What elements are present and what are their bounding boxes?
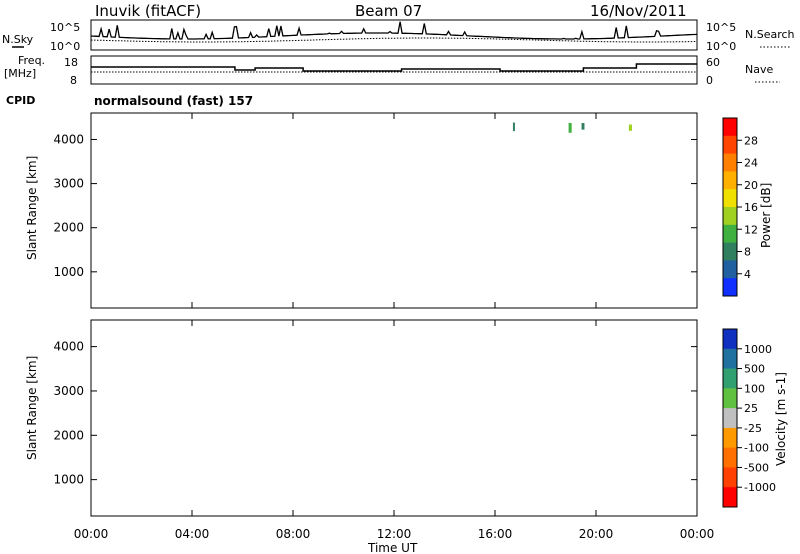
cpid-label: CPID bbox=[6, 94, 35, 107]
freq-tick-bottom: 8 bbox=[70, 74, 77, 87]
velocity-y-ticks: 1000 2000 3000 4000 bbox=[53, 340, 697, 487]
power-panel-frame bbox=[90, 112, 698, 309]
x-tick-label: 04:00 bbox=[175, 527, 210, 541]
velocity-colorbar-label: Velocity [m s-1] bbox=[774, 372, 788, 466]
x-tick-label: 12:00 bbox=[377, 527, 412, 541]
colorbar-cell bbox=[723, 348, 737, 370]
noise-tick-right-bottom: 10^0 bbox=[706, 40, 736, 53]
cpid-text: normalsound (fast) 157 bbox=[94, 94, 253, 108]
colorbar-cell bbox=[723, 260, 737, 279]
nsearch-label: N.Search bbox=[745, 28, 795, 41]
y-tick-label: 2000 bbox=[53, 221, 84, 235]
freq-trace bbox=[91, 63, 697, 72]
freq-tick-top: 18 bbox=[64, 56, 78, 69]
power-colorbar: 28 24 20 16 12 8 4 Power [dB] bbox=[722, 117, 773, 297]
nave-tick-top: 60 bbox=[706, 56, 720, 69]
beam-title: Beam 07 bbox=[355, 2, 422, 20]
noise-tick-left-bottom: 10^0 bbox=[50, 40, 80, 53]
colorbar-tick-label: 4 bbox=[744, 268, 751, 281]
colorbar-cell bbox=[723, 118, 737, 137]
colorbar-cell bbox=[723, 171, 737, 190]
colorbar-cell bbox=[723, 368, 737, 389]
y-tick-label: 2000 bbox=[53, 428, 84, 442]
x-tick-label: 16:00 bbox=[478, 527, 513, 541]
power-panel: 1000 2000 3000 4000 Slant Range [km] bbox=[25, 112, 698, 309]
nave-tick-bottom: 0 bbox=[706, 74, 713, 87]
x-axis-ticks: 00:00 04:00 08:00 12:00 16:00 20:00 00:00 bbox=[74, 113, 715, 541]
noise-tick-right-top: 10^5 bbox=[706, 21, 736, 34]
y-tick-label: 3000 bbox=[53, 384, 84, 398]
colorbar-tick-label: 100 bbox=[744, 382, 765, 395]
colorbar-cell bbox=[723, 467, 737, 488]
y-tick-label: 3000 bbox=[53, 177, 84, 191]
x-axis-label: Time UT bbox=[367, 541, 418, 554]
freq-unit: [MHz] bbox=[4, 67, 36, 80]
velocity-panel-frame bbox=[90, 319, 698, 517]
nsky-label: N.Sky bbox=[2, 33, 34, 46]
y-tick-label: 4000 bbox=[53, 340, 84, 354]
freq-label: Freq. bbox=[18, 54, 45, 67]
velocity-colorbar-frame bbox=[722, 328, 738, 508]
colorbar-tick-label: 16 bbox=[744, 201, 758, 214]
y-tick-label: 1000 bbox=[53, 473, 84, 487]
colorbar-tick-label: 24 bbox=[744, 157, 758, 170]
colorbar-cell bbox=[723, 408, 737, 429]
colorbar-tick-label: -25 bbox=[744, 422, 762, 435]
heatmap-cell bbox=[581, 123, 585, 130]
y-tick-label: 4000 bbox=[53, 132, 84, 146]
velocity-y-label: Slant Range [km] bbox=[25, 356, 39, 460]
velocity-colorbar-cells bbox=[723, 329, 737, 508]
colorbar-cell bbox=[723, 427, 737, 449]
power-colorbar-ticks: 28 24 20 16 12 8 4 bbox=[737, 134, 758, 281]
noise-panel: N.Sky 10^5 10^0 10^5 10^0 N.Search bbox=[2, 19, 795, 53]
colorbar-tick-label: -100 bbox=[744, 442, 769, 455]
colorbar-cell bbox=[723, 447, 737, 468]
colorbar-cell bbox=[723, 207, 737, 226]
colorbar-tick-label: 8 bbox=[744, 246, 751, 259]
nave-label: Nave bbox=[745, 63, 773, 76]
velocity-panel: 1000 2000 3000 4000 Slant Range [km] bbox=[25, 319, 698, 517]
power-colorbar-label: Power [dB] bbox=[759, 183, 773, 248]
power-y-label: Slant Range [km] bbox=[25, 156, 39, 260]
colorbar-tick-label: -1000 bbox=[744, 481, 776, 494]
colorbar-tick-label: 25 bbox=[744, 402, 758, 415]
nsky-trace bbox=[90, 21, 698, 40]
freq-panel: Freq. [MHz] 18 8 60 0 Nave bbox=[4, 54, 780, 87]
x-tick-label: 08:00 bbox=[276, 527, 311, 541]
nsearch-trace bbox=[90, 37, 697, 43]
velocity-colorbar: 1000 500 100 25 -25 -100 -500 -1000 Velocity [m… bbox=[722, 328, 788, 508]
colorbar-cell bbox=[723, 329, 737, 350]
velocity-colorbar-ticks: 1000 500 100 25 -25 -100 -500 -1000 bbox=[737, 343, 776, 494]
colorbar-tick-label: 20 bbox=[744, 179, 758, 192]
x-tick-label: 00:00 bbox=[74, 527, 109, 541]
colorbar-tick-label: 28 bbox=[744, 134, 758, 147]
colorbar-cell bbox=[723, 487, 737, 508]
colorbar-cell bbox=[723, 135, 737, 155]
freq-panel-frame bbox=[90, 55, 698, 85]
station-title: Inuvik (fitACF) bbox=[95, 2, 201, 20]
colorbar-cell bbox=[723, 278, 737, 297]
colorbar-cell bbox=[723, 224, 737, 244]
colorbar-tick-label: 500 bbox=[744, 363, 765, 376]
power-colorbar-cells bbox=[723, 118, 737, 297]
power-y-ticks: 1000 2000 3000 4000 bbox=[53, 132, 697, 279]
noise-tick-left-top: 10^5 bbox=[50, 21, 80, 34]
heatmap-cell bbox=[568, 122, 572, 133]
y-tick-label: 1000 bbox=[53, 265, 84, 279]
x-tick-label: 20:00 bbox=[579, 527, 614, 541]
colorbar-cell bbox=[723, 153, 737, 172]
heatmap-cell bbox=[628, 124, 632, 131]
date-title: 16/Nov/2011 bbox=[590, 2, 687, 20]
power-heatmap-cells bbox=[512, 122, 632, 133]
heatmap-cell bbox=[512, 122, 515, 132]
colorbar-tick-label: 1000 bbox=[744, 343, 772, 356]
x-tick-label: 00:00 bbox=[680, 527, 715, 541]
colorbar-cell bbox=[723, 388, 737, 409]
colorbar-cell bbox=[723, 242, 737, 261]
colorbar-tick-label: 12 bbox=[744, 223, 758, 236]
colorbar-tick-label: -500 bbox=[744, 461, 769, 474]
colorbar-cell bbox=[723, 189, 737, 208]
noise-panel-frame bbox=[90, 19, 698, 51]
